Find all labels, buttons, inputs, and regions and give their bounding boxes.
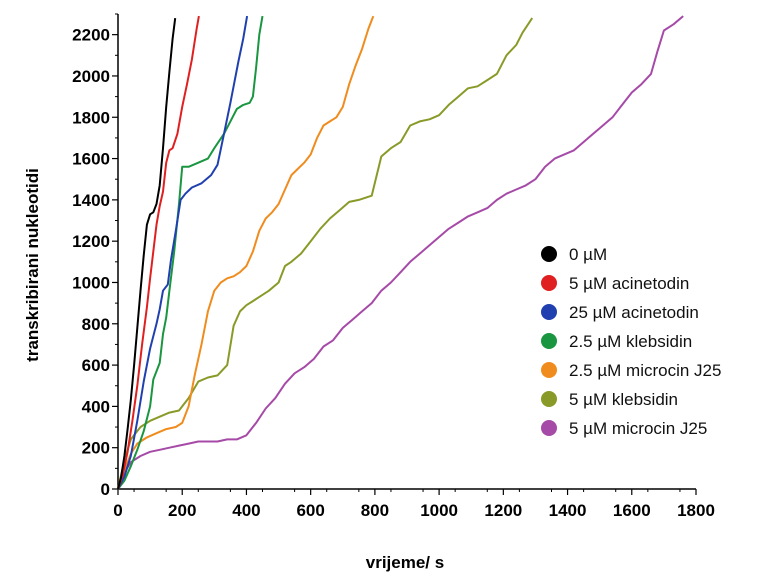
series-line (117, 17, 534, 490)
legend-marker (541, 391, 557, 407)
legend-marker (541, 333, 557, 349)
series-line (117, 17, 177, 490)
series-line (117, 15, 200, 490)
series-line (117, 15, 375, 490)
legend-label: 25 µM acinetodin (569, 303, 699, 322)
x-tick-label: 1600 (613, 501, 651, 520)
legend-label: 2.5 µM klebsidin (569, 332, 692, 351)
y-tick-label: 0 (101, 480, 110, 499)
legend-label: 0 µM (569, 245, 607, 264)
y-tick-label: 2000 (72, 67, 110, 86)
y-tick-label: 1800 (72, 108, 110, 127)
series-line (117, 15, 264, 490)
series-line (117, 15, 249, 490)
legend-marker (541, 420, 557, 436)
y-tick-label: 400 (82, 397, 110, 416)
y-tick-label: 600 (82, 356, 110, 375)
legend-marker (541, 275, 557, 291)
y-tick-label: 1600 (72, 150, 110, 169)
x-tick-label: 800 (361, 501, 389, 520)
legend-label: 5 µM microcin J25 (569, 419, 707, 438)
axes: 0200400600800100012001400160018002000220… (72, 13, 715, 520)
y-tick-label: 1000 (72, 273, 110, 292)
legend-label: 5 µM klebsidin (569, 390, 678, 409)
y-tick-label: 1400 (72, 191, 110, 210)
legend: 0 µM 5 µM acinetodin 25 µM acinetodin 2.5 µ… (541, 245, 721, 438)
y-tick-label: 800 (82, 315, 110, 334)
series-line (117, 15, 684, 490)
x-tick-label: 1200 (484, 501, 522, 520)
x-tick-label: 1800 (677, 501, 715, 520)
x-tick-label: 400 (232, 501, 260, 520)
x-tick-label: 1400 (549, 501, 587, 520)
series-layer (117, 15, 684, 490)
x-tick-label: 600 (296, 501, 324, 520)
legend-label: 5 µM acinetodin (569, 274, 689, 293)
x-axis-title: vrijeme/ s (366, 553, 444, 572)
x-tick-label: 200 (168, 501, 196, 520)
legend-label: 2.5 µM microcin J25 (569, 361, 721, 380)
y-tick-label: 1200 (72, 232, 110, 251)
y-axis-title: transkribirani nukleotidi (23, 168, 42, 362)
x-tick-label: 1000 (420, 501, 458, 520)
legend-marker (541, 304, 557, 320)
legend-marker (541, 246, 557, 262)
legend-marker (541, 362, 557, 378)
y-tick-label: 2200 (72, 26, 110, 45)
y-tick-label: 200 (82, 439, 110, 458)
x-tick-label: 0 (113, 501, 122, 520)
